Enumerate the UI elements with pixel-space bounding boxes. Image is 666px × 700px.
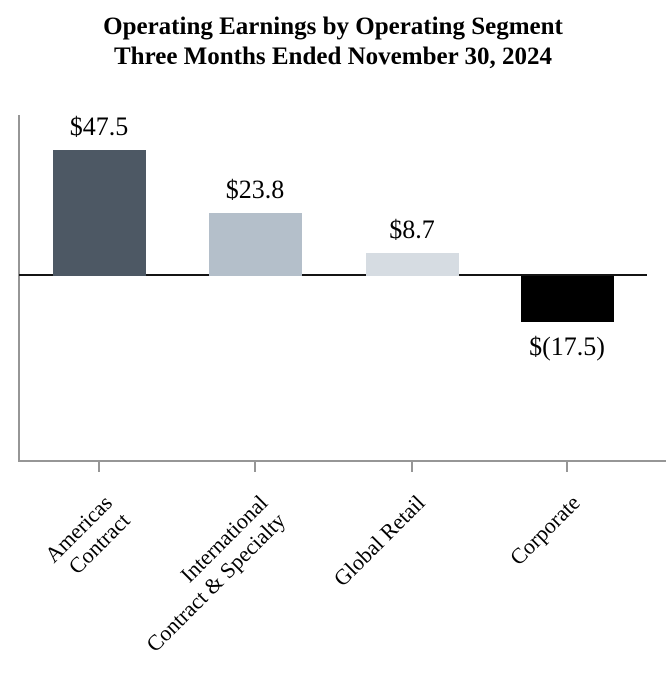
x-label-international-contract-specialty: International Contract & Specialty — [124, 490, 291, 657]
chart-title-line2: Three Months Ended November 30, 2024 — [114, 43, 552, 70]
x-label-americas-contract: Americas Contract — [39, 490, 134, 585]
value-label-global-retail: $8.7 — [389, 215, 435, 244]
x-axis-line — [18, 460, 666, 462]
chart-title: Operating Earnings by Operating Segment … — [0, 12, 666, 72]
x-tick-americas-contract — [98, 461, 100, 472]
value-label-americas-contract: $47.5 — [69, 112, 129, 141]
value-label-international-contract-specialty: $23.8 — [225, 175, 285, 204]
zero-baseline — [19, 274, 647, 276]
bar-international-contract-specialty — [208, 213, 302, 276]
chart-title-line1: Operating Earnings by Operating Segment — [103, 13, 563, 40]
value-label-corporate: $(17.5) — [529, 332, 605, 361]
bar-corporate — [520, 276, 614, 322]
x-tick-international-contract-specialty — [254, 461, 256, 472]
bar-global-retail — [365, 253, 459, 276]
x-tick-global-retail — [411, 461, 413, 472]
x-label-global-retail: Global Retail — [329, 490, 430, 591]
x-label-line: Corporate — [504, 490, 585, 570]
x-tick-corporate — [566, 461, 568, 472]
x-label-corporate: Corporate — [505, 490, 585, 570]
bar-americas-contract — [52, 150, 146, 276]
x-label-line: Global Retail — [328, 490, 430, 592]
y-axis-line — [18, 115, 20, 462]
